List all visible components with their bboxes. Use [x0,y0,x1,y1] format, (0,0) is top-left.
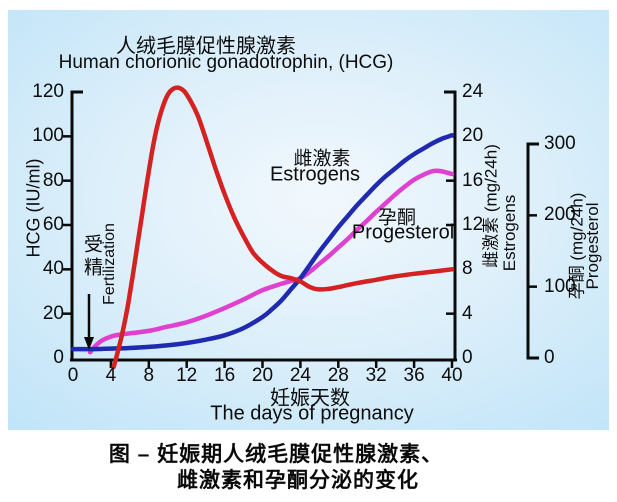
estrogens-curve-label-en: Estrogens [269,163,361,186]
progesterone-axis-name-en: Progesterol [583,202,602,290]
hcg-tick-label-60: 60 [42,214,64,235]
x-tick-label-16: 16 [214,365,236,386]
figure-caption-line2: 雌激素和孕酮分泌的变化 [177,469,419,492]
estrogens-tick-label-24: 24 [462,81,484,102]
estrogens-axis-name-en: Estrogens [500,194,519,272]
progesterone-axis-line [526,142,539,360]
x-tick-label-28: 28 [327,365,349,386]
fertilization-label-zh: 受精 [81,234,102,280]
progesterone-tick-label-0: 0 [544,347,555,368]
progesterone-tick-label-200: 200 [544,204,576,226]
hcg-tick-label-0: 0 [53,347,64,368]
x-tick-label-0: 0 [67,365,79,386]
x-tick-label-4: 4 [105,365,117,386]
chart-title-zh: 人绒毛膜促性腺激素 [116,35,296,58]
x-tick-label-32: 32 [365,365,387,386]
x-tick-label-36: 36 [403,365,425,386]
hcg-tick-label-20: 20 [42,302,64,324]
progesterone-curve-label-zh: 孕酮 [377,207,417,229]
hcg-tick-label-80: 80 [42,169,64,191]
x-axis-name-en: The days of pregnancy [210,402,414,425]
fertilization-arrow-head [84,337,94,350]
progesterone-tick-label-100: 100 [544,275,576,297]
x-tick-label-8: 8 [143,365,155,386]
progesterone-curve-label-en: Progesterol [351,221,455,244]
hcg-tick-label-100: 100 [32,125,64,147]
figure-caption-line1: 图 – 妊娠期人绒毛膜促性腺激素、 [108,443,444,466]
estrogens-tick-label-20: 20 [462,125,484,147]
x-tick-label-12: 12 [176,365,198,386]
chart-title-en: Human chorionic gonadotrophin, (HCG) [58,52,394,73]
x-axis-name-zh: 妊娠天数 [270,387,350,410]
estrogens-tick-label-4: 4 [462,302,473,324]
hcg-curve [111,85,455,370]
x-tick-label-24: 24 [289,365,311,386]
estrogens-tick-label-0: 0 [462,347,473,368]
progesterone-tick-label-300: 300 [544,133,576,154]
estrogens-curve-label-zh: 雌激素 [293,148,351,170]
hcg-tick-label-40: 40 [42,258,64,280]
estrogens-curve [70,132,455,352]
estrogens-tick-label-16: 16 [462,169,484,191]
hcg-tick-label-120: 120 [32,81,64,102]
x-tick-label-20: 20 [251,365,274,386]
estrogens-axis-line [444,90,457,360]
estrogens-tick-label-8: 8 [462,258,473,280]
estrogens-axis-name-zh: 雌激素 (mg/24h) [481,144,501,268]
x-tick-label-40: 40 [441,365,463,386]
estrogens-tick-label-12: 12 [462,214,484,235]
fertilization-label-en: Fertilization [101,223,118,305]
